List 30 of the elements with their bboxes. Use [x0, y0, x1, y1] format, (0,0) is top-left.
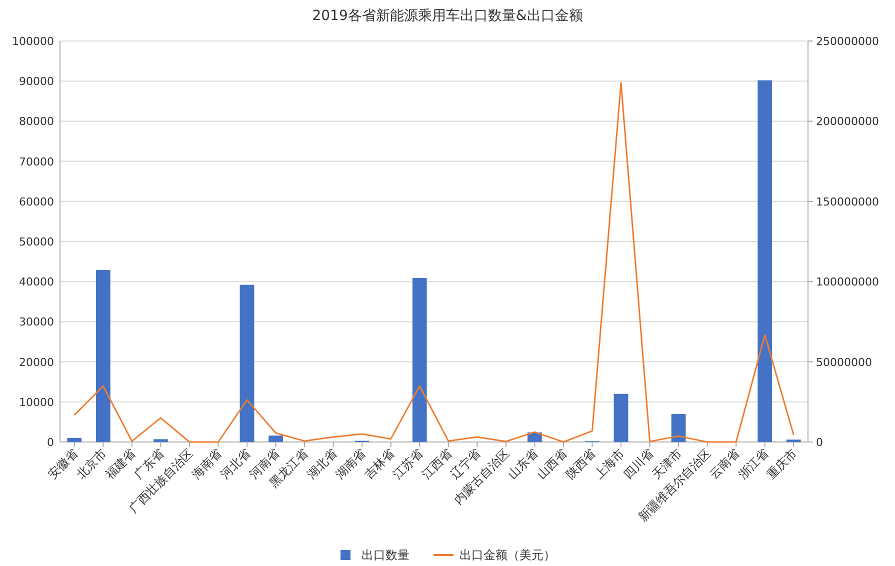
y-tick-label: 50000: [19, 236, 54, 248]
y2-tick-label: 250000000: [816, 35, 879, 48]
y2-tick-label: 150000000: [816, 195, 879, 208]
y-tick-label: 60000: [19, 195, 54, 208]
bar: [412, 278, 427, 442]
y-tick-label: 30000: [19, 316, 54, 329]
bar: [96, 270, 110, 442]
y-tick-label: 80000: [19, 115, 54, 128]
y-tick-label: 10000: [19, 396, 54, 409]
y2-tick-label: 100000000: [816, 276, 879, 289]
bar: [67, 438, 82, 442]
chart-title: 2019各省新能源乘用车出口数量&出口金额: [312, 8, 583, 24]
bar: [268, 436, 283, 442]
y2-tick-label: 0: [816, 436, 823, 449]
y2-tick-label: 200000000: [816, 115, 879, 128]
y-tick-label: 20000: [19, 356, 54, 369]
y2-tick-label: 50000000: [816, 356, 872, 369]
bar: [671, 414, 686, 442]
y-tick-label: 70000: [19, 155, 54, 168]
bar: [240, 284, 254, 442]
bar: [614, 394, 628, 442]
line-series: [74, 82, 794, 443]
legend-label: 出口数量: [362, 548, 410, 562]
y-tick-label: 0: [47, 436, 54, 449]
bar: [758, 80, 772, 442]
bar: [154, 439, 168, 442]
y-tick-label: 40000: [19, 276, 54, 289]
y-tick-label: 100000: [12, 35, 54, 48]
legend-label: 出口金额（美元）: [460, 548, 556, 562]
y-tick-label: 90000: [19, 75, 54, 88]
